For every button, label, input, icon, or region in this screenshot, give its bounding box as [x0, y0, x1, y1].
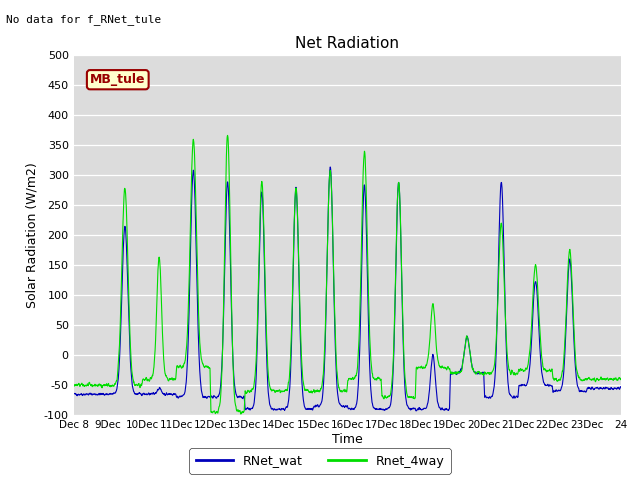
Text: MB_tule: MB_tule: [90, 73, 145, 86]
Text: No data for f_RNet_tule: No data for f_RNet_tule: [6, 14, 162, 25]
X-axis label: Time: Time: [332, 433, 363, 446]
Y-axis label: Solar Radiation (W/m2): Solar Radiation (W/m2): [25, 162, 38, 308]
Title: Net Radiation: Net Radiation: [295, 36, 399, 51]
Legend: RNet_wat, Rnet_4way: RNet_wat, Rnet_4way: [189, 448, 451, 474]
